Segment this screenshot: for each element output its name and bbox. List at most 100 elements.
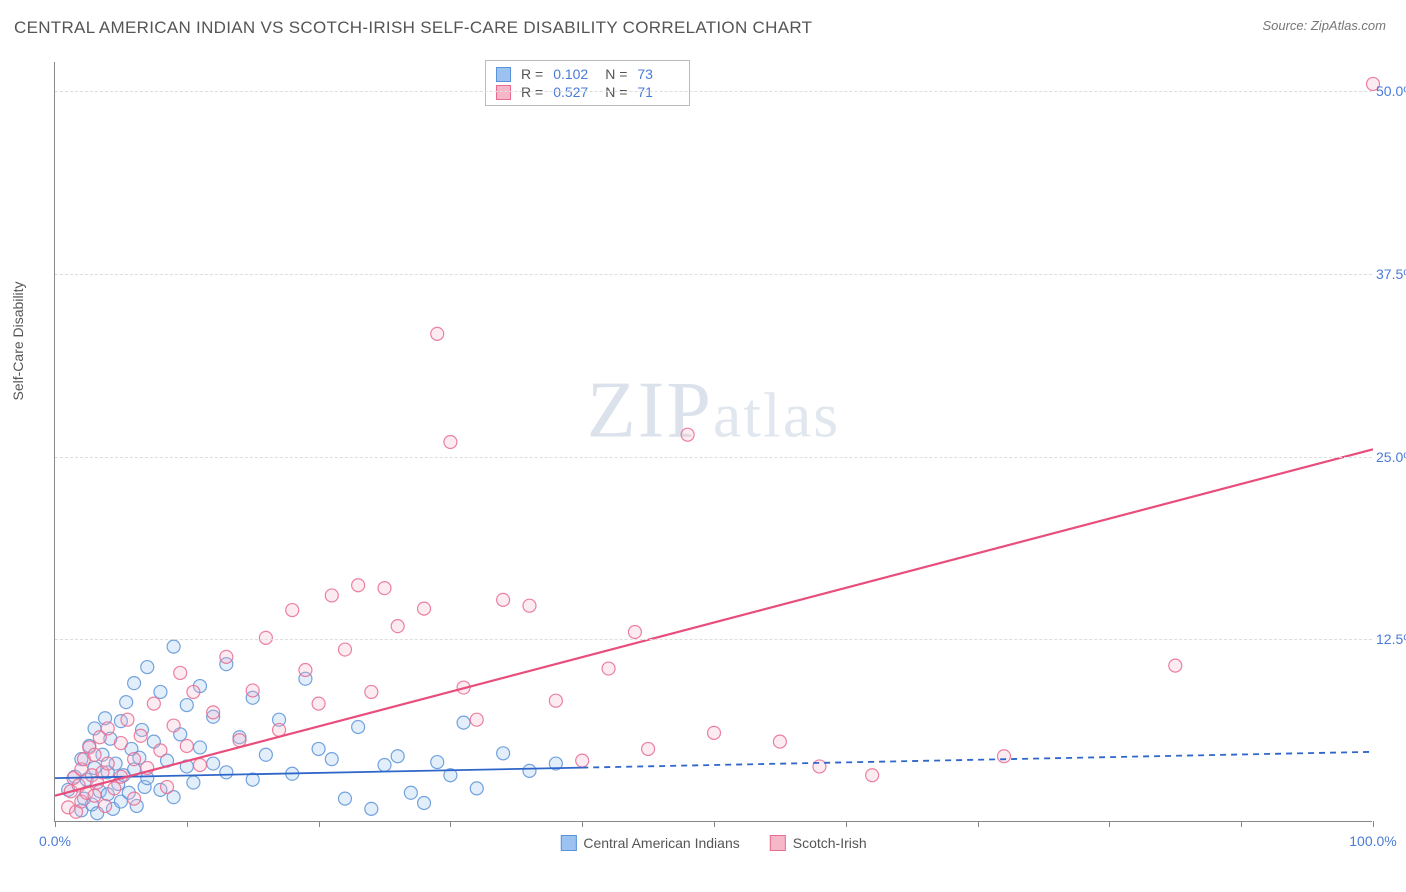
data-point bbox=[233, 734, 246, 747]
data-point bbox=[193, 741, 206, 754]
trend-line-dashed bbox=[582, 752, 1373, 768]
y-tick-label: 50.0% bbox=[1376, 83, 1406, 99]
legend-label: Central American Indians bbox=[583, 835, 739, 851]
data-point bbox=[161, 780, 174, 793]
source-name: ZipAtlas.com bbox=[1311, 18, 1386, 33]
data-point bbox=[325, 753, 338, 766]
grid-line bbox=[55, 457, 1372, 458]
legend-swatch bbox=[560, 835, 576, 851]
y-tick-label: 12.5% bbox=[1376, 631, 1406, 647]
data-point bbox=[470, 782, 483, 795]
y-tick-label: 37.5% bbox=[1376, 266, 1406, 282]
data-point bbox=[681, 428, 694, 441]
data-point bbox=[1169, 659, 1182, 672]
data-point bbox=[523, 764, 536, 777]
data-point bbox=[108, 782, 121, 795]
data-point bbox=[193, 759, 206, 772]
chart-title: CENTRAL AMERICAN INDIAN VS SCOTCH-IRISH … bbox=[14, 18, 812, 38]
data-point bbox=[88, 789, 101, 802]
legend-item: Central American Indians bbox=[560, 835, 739, 851]
grid-line bbox=[55, 639, 1372, 640]
data-point bbox=[101, 757, 114, 770]
data-point bbox=[642, 742, 655, 755]
data-point bbox=[470, 713, 483, 726]
data-point bbox=[299, 664, 312, 677]
x-tick bbox=[846, 821, 847, 827]
source-credit: Source: ZipAtlas.com bbox=[1262, 18, 1386, 33]
data-point bbox=[187, 685, 200, 698]
source-prefix: Source: bbox=[1262, 18, 1310, 33]
data-point bbox=[114, 737, 127, 750]
data-point bbox=[352, 579, 365, 592]
y-tick-label: 25.0% bbox=[1376, 449, 1406, 465]
data-point bbox=[101, 722, 114, 735]
data-point bbox=[773, 735, 786, 748]
data-point bbox=[120, 696, 133, 709]
data-point bbox=[404, 786, 417, 799]
trend-line bbox=[55, 449, 1373, 795]
data-point bbox=[431, 756, 444, 769]
data-point bbox=[338, 643, 351, 656]
data-point bbox=[154, 744, 167, 757]
data-point bbox=[121, 713, 134, 726]
data-point bbox=[286, 604, 299, 617]
data-point bbox=[352, 721, 365, 734]
data-point bbox=[418, 797, 431, 810]
data-point bbox=[338, 792, 351, 805]
chart-area: Self-Care Disability ZIPatlas R =0.102N … bbox=[48, 62, 1388, 842]
legend-label: Scotch-Irish bbox=[793, 835, 867, 851]
data-point bbox=[88, 748, 101, 761]
plot-svg bbox=[55, 62, 1372, 821]
data-point bbox=[628, 626, 641, 639]
chart-header: CENTRAL AMERICAN INDIAN VS SCOTCH-IRISH … bbox=[0, 0, 1406, 48]
data-point bbox=[134, 729, 147, 742]
data-point bbox=[378, 759, 391, 772]
grid-line bbox=[55, 274, 1372, 275]
data-point bbox=[187, 776, 200, 789]
x-tick bbox=[187, 821, 188, 827]
data-point bbox=[180, 699, 193, 712]
data-point bbox=[549, 694, 562, 707]
data-point bbox=[259, 631, 272, 644]
data-point bbox=[576, 754, 589, 767]
data-point bbox=[365, 685, 378, 698]
data-point bbox=[365, 802, 378, 815]
data-point bbox=[141, 661, 154, 674]
data-point bbox=[523, 599, 536, 612]
legend-swatch bbox=[770, 835, 786, 851]
y-axis-label: Self-Care Disability bbox=[10, 281, 26, 400]
x-tick bbox=[319, 821, 320, 827]
data-point bbox=[378, 582, 391, 595]
x-tick bbox=[450, 821, 451, 827]
data-point bbox=[418, 602, 431, 615]
data-point bbox=[391, 750, 404, 763]
legend-item: Scotch-Irish bbox=[770, 835, 867, 851]
data-point bbox=[220, 650, 233, 663]
data-point bbox=[246, 684, 259, 697]
data-point bbox=[147, 697, 160, 710]
data-point bbox=[259, 748, 272, 761]
data-point bbox=[312, 742, 325, 755]
x-tick bbox=[1241, 821, 1242, 827]
data-point bbox=[167, 640, 180, 653]
data-point bbox=[273, 723, 286, 736]
data-point bbox=[602, 662, 615, 675]
x-tick bbox=[978, 821, 979, 827]
data-point bbox=[997, 750, 1010, 763]
data-point bbox=[866, 769, 879, 782]
plot-region: ZIPatlas R =0.102N =73R =0.527N =71 Cent… bbox=[54, 62, 1372, 822]
x-tick bbox=[1109, 821, 1110, 827]
data-point bbox=[174, 666, 187, 679]
data-point bbox=[128, 792, 141, 805]
data-point bbox=[431, 327, 444, 340]
x-tick-label: 100.0% bbox=[1349, 833, 1396, 849]
data-point bbox=[708, 726, 721, 739]
data-point bbox=[167, 719, 180, 732]
x-tick-label: 0.0% bbox=[39, 833, 71, 849]
data-point bbox=[497, 747, 510, 760]
data-point bbox=[312, 697, 325, 710]
x-tick bbox=[714, 821, 715, 827]
legend-bottom: Central American Indians Scotch-Irish bbox=[560, 835, 866, 851]
data-point bbox=[457, 716, 470, 729]
data-point bbox=[497, 593, 510, 606]
